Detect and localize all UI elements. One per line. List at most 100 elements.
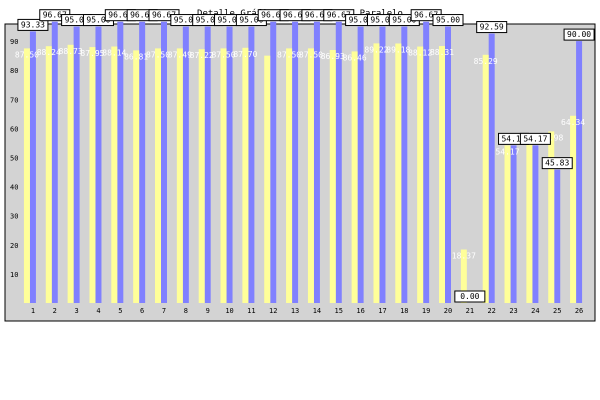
bar-series2-16 bbox=[351, 51, 358, 304]
data-label-box bbox=[17, 18, 49, 31]
bar-series1-14 bbox=[313, 21, 320, 303]
x-tick-label: 24 bbox=[531, 307, 539, 315]
data-label-text: 95.00 bbox=[370, 16, 394, 25]
y-tick-label: 70 bbox=[10, 96, 18, 104]
data-label-text: 95.00 bbox=[86, 16, 110, 25]
data-label-series1: 95.00 bbox=[432, 14, 464, 27]
bar-series2-22 bbox=[482, 54, 489, 304]
x-tick-label: 3 bbox=[75, 307, 79, 315]
x-tick-label: 5 bbox=[118, 307, 122, 315]
data-label-box bbox=[432, 14, 464, 27]
x-tick-label: 9 bbox=[206, 307, 210, 315]
x-tick-label: 19 bbox=[422, 307, 430, 315]
data-label-series2: 64.34 bbox=[561, 118, 585, 127]
bar-series1-25 bbox=[554, 169, 561, 303]
bar-series1-24 bbox=[532, 145, 539, 303]
data-label-box bbox=[454, 290, 486, 303]
data-label-series2: 88.24 bbox=[37, 48, 61, 57]
data-label-text: 95.00 bbox=[217, 16, 241, 25]
y-tick-label: 60 bbox=[10, 125, 18, 133]
data-label-text: 96.67 bbox=[327, 11, 351, 20]
data-label-text: 95.00 bbox=[392, 16, 416, 25]
bar-series1-17 bbox=[379, 26, 386, 304]
data-label-text: 92.59 bbox=[480, 23, 504, 32]
data-label-series2: 18.37 bbox=[452, 252, 476, 261]
data-label-text: 95.00 bbox=[349, 16, 373, 25]
data-label-text: 96.67 bbox=[305, 11, 329, 20]
data-label-box bbox=[519, 132, 551, 145]
bar-series1-15 bbox=[335, 21, 342, 303]
x-tick-label: 6 bbox=[140, 307, 144, 315]
bar-series2-24 bbox=[526, 134, 533, 303]
bar-series1-8 bbox=[182, 26, 189, 304]
bar-series2-8 bbox=[176, 48, 183, 303]
data-label-series2: 58.98 bbox=[539, 133, 563, 142]
bar-series2-18 bbox=[395, 43, 402, 303]
x-tick-label: 4 bbox=[96, 307, 100, 315]
bar-series1-26 bbox=[576, 41, 583, 303]
bar-series1-1 bbox=[29, 31, 36, 304]
bar-series1-20 bbox=[445, 26, 451, 304]
x-tick-label: 8 bbox=[184, 307, 188, 315]
x-tick-label: 2 bbox=[53, 307, 57, 315]
bar-series2-26 bbox=[570, 115, 577, 303]
data-label-box bbox=[563, 28, 595, 41]
bar-series1-19 bbox=[423, 21, 430, 303]
bar-series2-4 bbox=[89, 47, 96, 304]
bar-series2-14 bbox=[307, 48, 314, 303]
data-label-text: 95.00 bbox=[65, 16, 89, 25]
bar-series1-22 bbox=[488, 33, 495, 303]
data-label-series2: 88.14 bbox=[102, 49, 126, 58]
data-label-text: 95.00 bbox=[196, 16, 220, 25]
x-tick-label: 11 bbox=[247, 307, 255, 315]
bar-series2-10 bbox=[220, 48, 227, 303]
x-tick-label: 16 bbox=[356, 307, 364, 315]
x-tick-label: 12 bbox=[269, 307, 277, 315]
data-label-series2: 86.46 bbox=[343, 53, 367, 62]
x-tick-label: 13 bbox=[291, 307, 299, 315]
bar-series1-7 bbox=[161, 21, 167, 303]
y-axis: 10 20 30 40 50 60 70 80 90 bbox=[10, 38, 18, 279]
data-labels-layer: 87.5088.2488.7387.9588.1486.8187.5087.49… bbox=[15, 9, 595, 303]
data-label-series2: 86.81 bbox=[124, 52, 148, 61]
data-label-series1: 93.33 bbox=[17, 18, 49, 31]
bar-series2-7 bbox=[155, 48, 161, 303]
x-tick-label: 18 bbox=[400, 307, 408, 315]
x-tick-label: 21 bbox=[466, 307, 474, 315]
y-tick-label: 20 bbox=[10, 242, 18, 250]
data-label-series1: 92.59 bbox=[476, 21, 508, 34]
data-label-text: 95.00 bbox=[239, 16, 263, 25]
bar-series1-13 bbox=[292, 21, 299, 303]
bar-series2-6 bbox=[133, 50, 140, 303]
bar-series1-5 bbox=[117, 21, 124, 303]
bar-series1-18 bbox=[401, 26, 408, 304]
bar-series1-12 bbox=[270, 21, 277, 303]
bar-series1-6 bbox=[139, 21, 146, 303]
data-label-series1: 0.00 bbox=[454, 290, 486, 303]
bar-series2-15 bbox=[329, 50, 336, 304]
data-label-box bbox=[541, 157, 573, 170]
data-label-text: 96.67 bbox=[43, 11, 67, 20]
data-label-series2: 88.12 bbox=[408, 49, 432, 58]
bar-series1-23 bbox=[510, 145, 517, 303]
data-label-series2: 87.50 bbox=[15, 50, 39, 59]
data-label-text: 0.00 bbox=[460, 292, 479, 301]
chart-background bbox=[4, 23, 596, 322]
bar-series2-12 bbox=[264, 55, 271, 304]
data-label-text: 93.33 bbox=[21, 20, 45, 29]
data-label-series2: 85.29 bbox=[474, 57, 498, 66]
bar-series1-2 bbox=[51, 21, 58, 303]
bar-series2-2 bbox=[45, 46, 52, 304]
y-tick-label: 40 bbox=[10, 184, 18, 192]
data-label-series2: 88.31 bbox=[430, 48, 454, 57]
y-tick-label: 50 bbox=[10, 155, 18, 163]
data-label-series1: 54.17 bbox=[519, 132, 551, 145]
bar-series2-11 bbox=[242, 47, 249, 303]
x-tick-label: 14 bbox=[313, 307, 321, 315]
x-tick-label: 23 bbox=[509, 307, 517, 315]
data-label-series2: 54.17 bbox=[495, 147, 519, 156]
data-label-series2: 89.18 bbox=[386, 45, 410, 54]
data-label-text: 95.00 bbox=[174, 16, 198, 25]
y-tick-label: 30 bbox=[10, 213, 18, 221]
